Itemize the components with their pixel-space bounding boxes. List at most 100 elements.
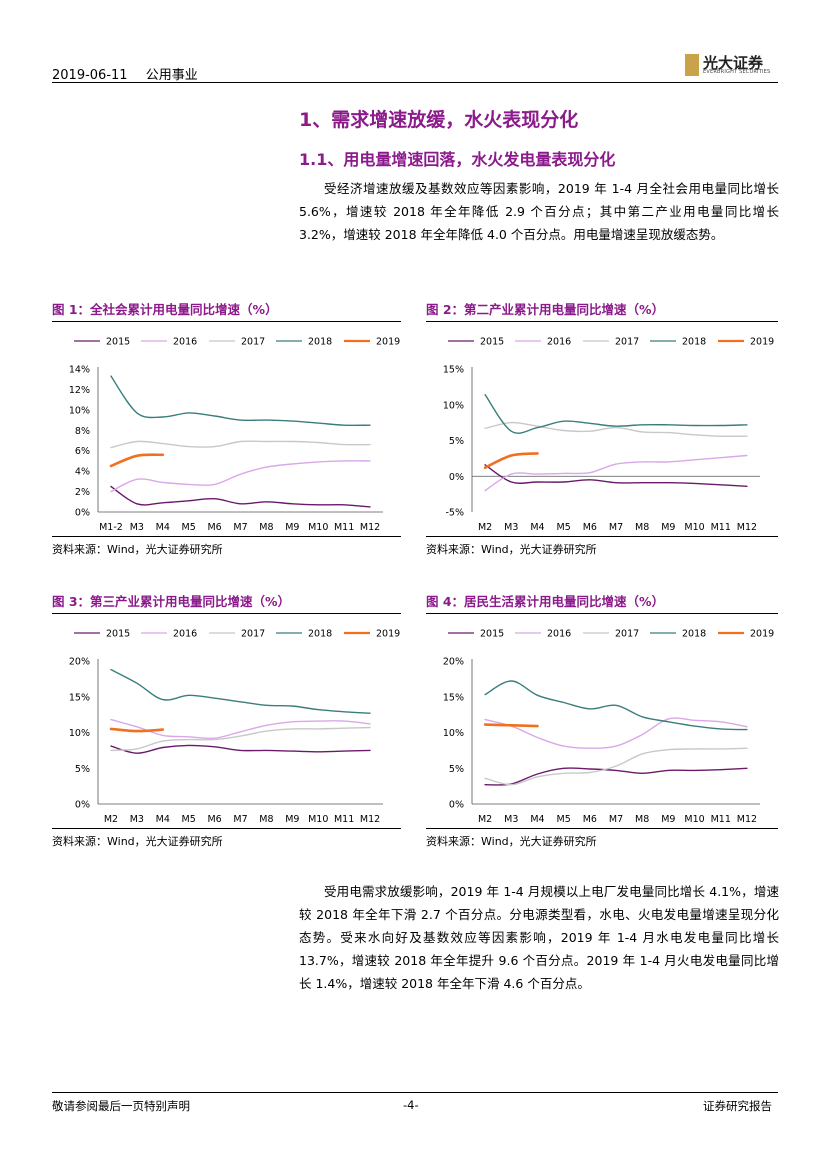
fig2-source: 资料来源：Wind，光大证券研究所 xyxy=(426,543,597,556)
legend-item-2015: 2015 xyxy=(448,629,504,640)
header-date: 2019-06-11 xyxy=(52,68,128,83)
series-line-2015 xyxy=(110,744,371,754)
fig3-source: 资料来源：Wind，光大证券研究所 xyxy=(52,835,223,848)
legend-label-2015: 2015 xyxy=(106,337,130,348)
legend-label-2019: 2019 xyxy=(376,337,400,348)
legend-label-2016: 2016 xyxy=(547,629,571,640)
fig1-title: 图 1：全社会累计用电量同比增速（%） xyxy=(52,302,278,317)
legend-item-2018: 2018 xyxy=(276,337,332,348)
y-tick-label: 0% xyxy=(75,508,90,519)
legend-item-2018: 2018 xyxy=(276,629,332,640)
x-tick-label: M5 xyxy=(182,522,196,533)
y-tick-label: 0% xyxy=(449,472,464,483)
legend-item-2019: 2019 xyxy=(718,629,774,640)
fig4-bottom-rule xyxy=(426,828,778,829)
x-tick-label: M12 xyxy=(737,814,757,825)
y-tick-label: 4% xyxy=(75,467,90,478)
footer-disclaimer: 敬请参阅最后一页特别声明 xyxy=(52,1099,190,1113)
legend-label-2017: 2017 xyxy=(615,629,639,640)
legend-label-2019: 2019 xyxy=(376,629,400,640)
legend-item-2018: 2018 xyxy=(650,337,706,348)
series-line-2016 xyxy=(484,717,748,749)
x-tick-label: M10 xyxy=(684,522,704,533)
x-tick-label: M9 xyxy=(285,522,299,533)
x-tick-label: M4 xyxy=(156,814,170,825)
series-line-2015 xyxy=(484,767,748,786)
fig2-chart: 2015 2016 2017 2018 2019 -5% 0% 5% 10% 15% M2 M3 M4 M… xyxy=(443,337,774,534)
series-line-2017 xyxy=(110,726,371,752)
footer-rule xyxy=(52,1092,778,1093)
series-line-2017 xyxy=(484,421,748,437)
x-tick-label: M10 xyxy=(308,522,328,533)
series-line-2019 xyxy=(483,723,539,728)
legend-label-2016: 2016 xyxy=(173,629,197,640)
x-tick-label: M1-2 xyxy=(99,522,123,533)
footer-report-type: 证券研究报告 xyxy=(703,1099,772,1113)
y-tick-label: 15% xyxy=(443,365,464,376)
fig3-top-rule xyxy=(52,613,401,614)
fig2-bottom-rule xyxy=(426,536,778,537)
legend-item-2017: 2017 xyxy=(583,337,639,348)
paragraph-1: 受经济增速放缓及基数效应等因素影响，2019 年 1-4 月全社会用电量同比增长… xyxy=(299,181,779,242)
legend-label-2017: 2017 xyxy=(615,337,639,348)
header-rule xyxy=(52,82,778,83)
legend-label-2017: 2017 xyxy=(241,629,265,640)
x-tick-label: M12 xyxy=(737,522,757,533)
series-line-2015 xyxy=(484,464,748,487)
page-header: 2019-06-11 公用事业 xyxy=(52,64,212,83)
legend-item-2015: 2015 xyxy=(74,337,130,348)
y-tick-label: 0% xyxy=(75,800,90,811)
legend-label-2018: 2018 xyxy=(308,337,332,348)
x-tick-label: M8 xyxy=(259,522,273,533)
series-line-2018 xyxy=(110,375,371,427)
series-line-2018 xyxy=(110,668,371,714)
legend-item-2015: 2015 xyxy=(448,337,504,348)
x-tick-label: M10 xyxy=(308,814,328,825)
y-tick-label: 10% xyxy=(69,405,90,416)
x-tick-label: M8 xyxy=(635,814,649,825)
legend-label-2019: 2019 xyxy=(750,629,774,640)
series-line-2019 xyxy=(483,452,539,469)
legend-item-2015: 2015 xyxy=(74,629,130,640)
y-tick-label: 10% xyxy=(69,728,90,739)
x-tick-label: M6 xyxy=(207,814,221,825)
x-tick-label: M2 xyxy=(478,814,492,825)
y-tick-label: 14% xyxy=(69,365,90,376)
y-tick-label: 6% xyxy=(75,446,90,457)
y-tick-label: 20% xyxy=(69,657,90,668)
legend-item-2016: 2016 xyxy=(515,337,571,348)
y-tick-label: 15% xyxy=(69,692,90,703)
x-tick-label: M2 xyxy=(104,814,118,825)
legend-label-2015: 2015 xyxy=(106,629,130,640)
legend-item-2016: 2016 xyxy=(515,629,571,640)
logo-icon xyxy=(685,54,699,76)
legend-item-2018: 2018 xyxy=(650,629,706,640)
fig1-chart: 2015 2016 2017 2018 2019 0% 2% 4% 6% 8% 10% 12% 14% M… xyxy=(69,337,400,534)
x-tick-label: M11 xyxy=(711,522,731,533)
x-tick-label: M6 xyxy=(583,814,597,825)
legend-label-2018: 2018 xyxy=(682,337,706,348)
x-tick-label: M6 xyxy=(207,522,221,533)
legend-label-2015: 2015 xyxy=(480,337,504,348)
section-heading: 1、需求增速放缓，水火表现分化 xyxy=(299,109,579,131)
legend-label-2017: 2017 xyxy=(241,337,265,348)
y-tick-label: -5% xyxy=(446,508,465,519)
legend-label-2015: 2015 xyxy=(480,629,504,640)
fig2-top-rule xyxy=(426,321,778,322)
fig4-top-rule xyxy=(426,613,778,614)
y-tick-label: 10% xyxy=(443,400,464,411)
legend-label-2019: 2019 xyxy=(750,337,774,348)
x-tick-label: M6 xyxy=(583,522,597,533)
x-tick-label: M8 xyxy=(259,814,273,825)
fig1-bottom-rule xyxy=(52,536,401,537)
y-tick-label: 5% xyxy=(449,764,464,775)
brand-logo: 光大证券 EVERBRIGHT SECURITIES xyxy=(685,52,777,78)
x-tick-label: M3 xyxy=(130,814,144,825)
x-tick-label: M11 xyxy=(334,522,354,533)
x-tick-label: M11 xyxy=(711,814,731,825)
x-tick-label: M3 xyxy=(504,522,518,533)
legend-item-2019: 2019 xyxy=(344,629,400,640)
legend-label-2016: 2016 xyxy=(173,337,197,348)
x-tick-label: M7 xyxy=(609,814,623,825)
fig3-chart: 2015 2016 2017 2018 2019 0% 5% 10% 15% 20% M2 M3 M4 M… xyxy=(69,629,400,826)
